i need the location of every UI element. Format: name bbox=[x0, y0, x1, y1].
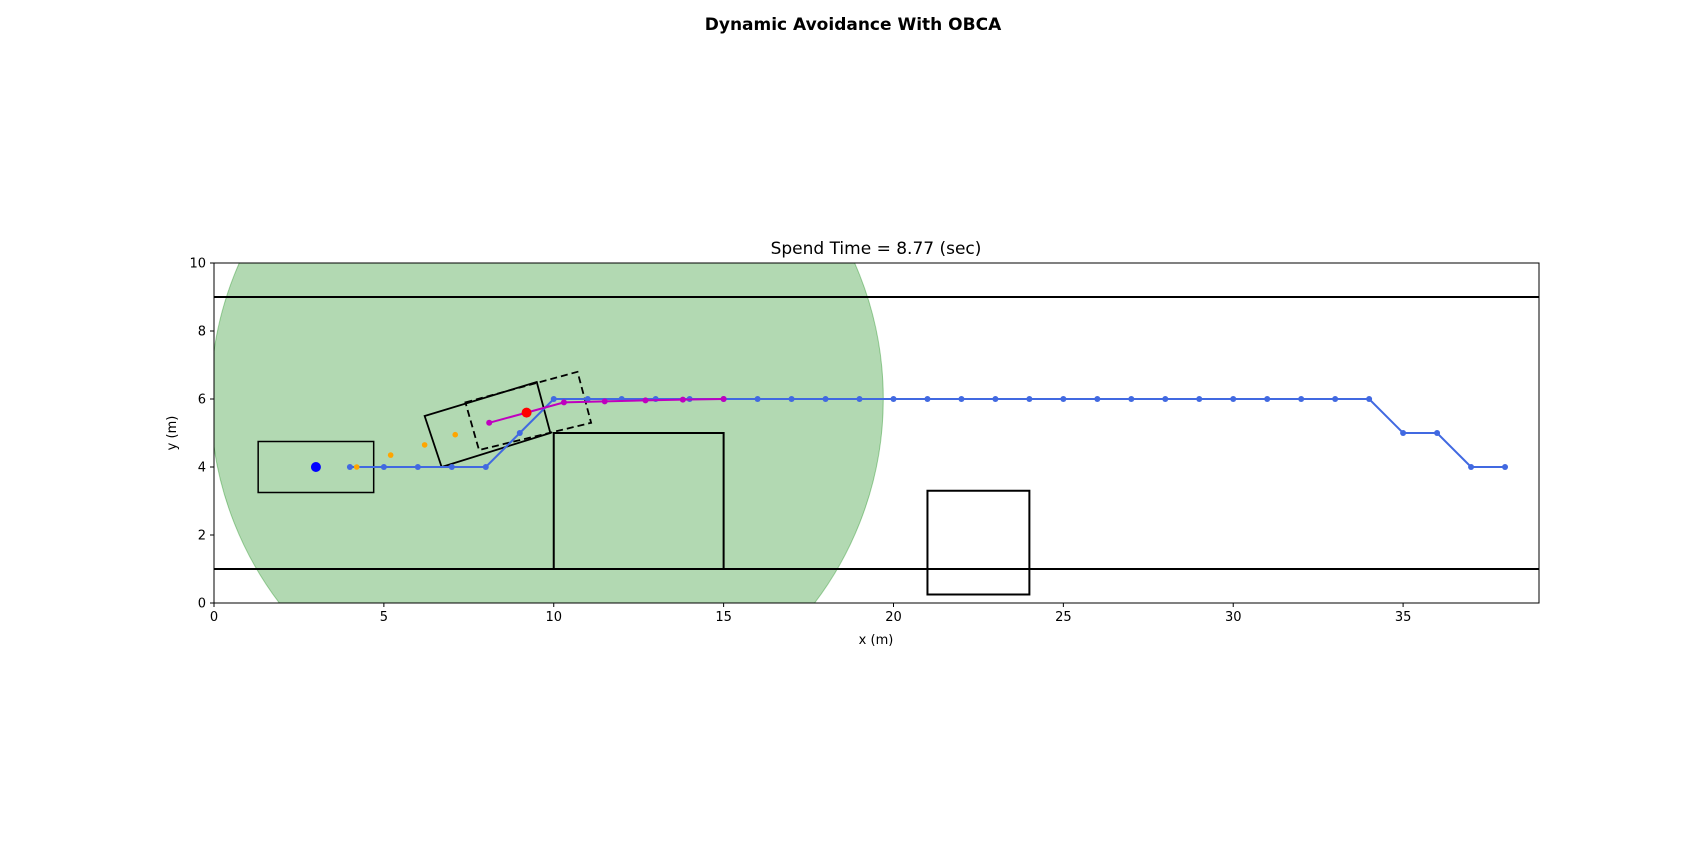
optimized-path-point bbox=[642, 397, 649, 404]
y-tick-label: 0 bbox=[198, 597, 206, 612]
optimized-path-point bbox=[486, 419, 493, 426]
reference-path-point bbox=[550, 396, 557, 402]
figure-suptitle: Dynamic Avoidance With OBCA bbox=[705, 15, 1002, 35]
x-tick-label: 5 bbox=[380, 610, 388, 625]
optimized-path-point bbox=[560, 399, 567, 406]
reference-path-point bbox=[992, 396, 999, 402]
reference-path-point bbox=[1332, 396, 1339, 402]
reference-path-point bbox=[584, 396, 591, 402]
reference-path-point bbox=[788, 396, 795, 402]
x-tick-label: 25 bbox=[1055, 610, 1072, 625]
optimized-path-point bbox=[679, 396, 686, 403]
start-position-marker bbox=[310, 462, 321, 472]
reference-path-point bbox=[414, 464, 421, 470]
reference-path-point bbox=[856, 396, 863, 402]
reference-path-point bbox=[482, 464, 489, 470]
reference-path-point bbox=[1196, 396, 1203, 402]
y-tick-label: 8 bbox=[198, 325, 206, 340]
y-tick-label: 10 bbox=[189, 257, 206, 272]
plot-area bbox=[214, 263, 1539, 603]
axes-frame bbox=[213, 262, 1540, 604]
reference-path-point bbox=[516, 430, 523, 436]
reference-path-point bbox=[822, 396, 829, 402]
static-obstacle-2 bbox=[926, 489, 1031, 596]
reference-path-point bbox=[754, 396, 761, 402]
predicted-vehicle-box bbox=[464, 370, 593, 452]
x-axis: 0 5 10 15 20 25 30 35 bbox=[210, 603, 1412, 625]
reference-path-point bbox=[890, 396, 897, 402]
x-tick-label: 15 bbox=[715, 610, 732, 625]
reference-path-point bbox=[1230, 396, 1237, 402]
past-trajectory-point bbox=[452, 431, 459, 438]
reference-path-point bbox=[1400, 430, 1407, 436]
x-tick-label: 35 bbox=[1395, 610, 1412, 625]
x-tick-label: 10 bbox=[545, 610, 562, 625]
reference-path-point bbox=[346, 464, 353, 470]
axes-title: Spend Time = 8.77 (sec) bbox=[771, 239, 982, 259]
x-tick-label: 30 bbox=[1225, 610, 1242, 625]
reference-path-point bbox=[1128, 396, 1135, 402]
y-tick-label: 6 bbox=[198, 393, 206, 408]
reference-path-point bbox=[1094, 396, 1101, 402]
reference-path-point bbox=[1298, 396, 1305, 402]
y-tick-label: 2 bbox=[198, 529, 206, 544]
past-trajectory-point bbox=[387, 452, 394, 458]
past-trajectory-point bbox=[353, 464, 360, 470]
reference-path-point bbox=[1502, 464, 1509, 470]
y-tick-label: 4 bbox=[198, 461, 206, 476]
current-vehicle-box bbox=[423, 380, 552, 469]
reference-path-point bbox=[1060, 396, 1067, 402]
reference-path-point bbox=[1434, 430, 1441, 436]
current-position-marker bbox=[521, 407, 532, 418]
start-vehicle-box bbox=[257, 440, 375, 494]
x-tick-label: 20 bbox=[885, 610, 902, 625]
reference-path-point bbox=[448, 464, 455, 470]
reference-path-point bbox=[1264, 396, 1271, 402]
x-tick-label: 0 bbox=[210, 610, 218, 625]
reference-path-point bbox=[924, 396, 931, 402]
optimized-path-point bbox=[720, 396, 727, 402]
optimized-path-point bbox=[601, 398, 608, 405]
static-obstacle-1 bbox=[552, 432, 725, 570]
past-trajectory-point bbox=[421, 442, 428, 448]
y-axis-label: y (m) bbox=[165, 416, 180, 451]
reference-path-point bbox=[1366, 396, 1373, 402]
reference-path-point bbox=[958, 396, 965, 402]
reference-path-point bbox=[1468, 464, 1475, 470]
reference-path-point bbox=[1162, 396, 1169, 402]
y-axis: 0 2 4 6 8 10 bbox=[189, 257, 214, 612]
reference-path-point bbox=[380, 464, 387, 470]
x-axis-label: x (m) bbox=[859, 633, 894, 648]
reference-path-point bbox=[1026, 396, 1033, 402]
